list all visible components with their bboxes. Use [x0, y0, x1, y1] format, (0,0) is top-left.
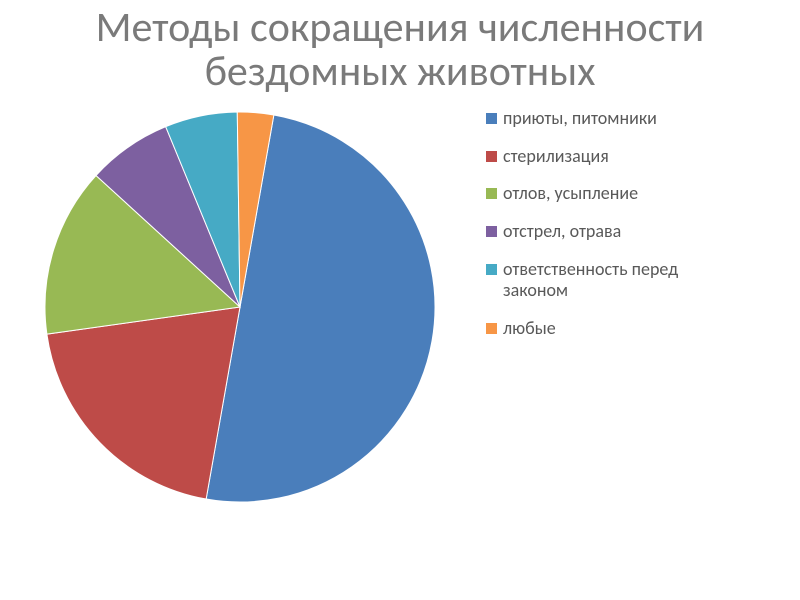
legend-item-5: любые — [486, 318, 746, 340]
legend-item-2: отлов, усыпление — [486, 183, 746, 205]
legend-label-4: ответственность перед законом — [503, 259, 746, 302]
legend: приюты, питомники стерилизация отлов, усып… — [480, 102, 746, 355]
pie-slice-1 — [47, 307, 240, 499]
legend-item-0: приюты, питомники — [486, 108, 746, 130]
legend-item-1: стерилизация — [486, 146, 746, 168]
legend-label-5: любые — [503, 318, 556, 340]
legend-swatch-0 — [486, 113, 497, 124]
pie-container — [0, 102, 480, 522]
legend-swatch-1 — [486, 151, 497, 162]
legend-swatch-4 — [486, 264, 497, 275]
legend-label-2: отлов, усыпление — [503, 183, 638, 205]
legend-label-1: стерилизация — [503, 146, 609, 168]
legend-swatch-3 — [486, 226, 497, 237]
chart-area: приюты, питомники стерилизация отлов, усып… — [0, 102, 800, 522]
legend-label-0: приюты, питомники — [503, 108, 657, 130]
chart-title: Методы сокращения численности бездомных … — [0, 0, 800, 94]
legend-label-3: отстрел, отрава — [503, 221, 621, 243]
pie-chart — [0, 102, 480, 522]
legend-item-3: отстрел, отрава — [486, 221, 746, 243]
legend-swatch-2 — [486, 188, 497, 199]
legend-swatch-5 — [486, 323, 497, 334]
legend-item-4: ответственность перед законом — [486, 259, 746, 302]
